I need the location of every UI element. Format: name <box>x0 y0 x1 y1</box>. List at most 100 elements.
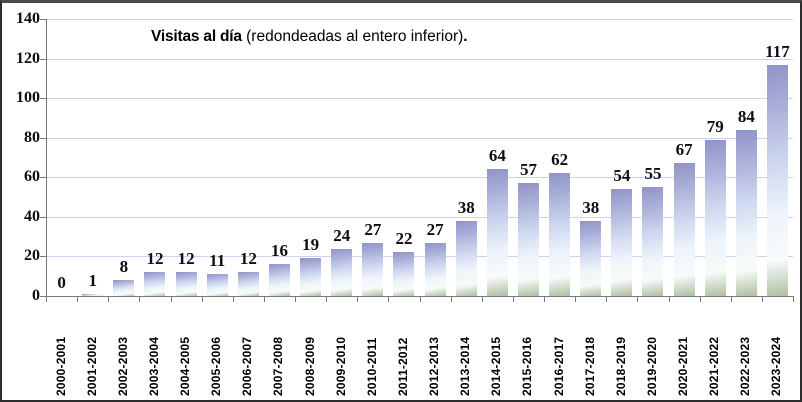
bar-2016-2017 <box>549 173 571 296</box>
chart-title: Visitas al día (redondeadas al entero in… <box>151 28 468 46</box>
x-axis-label: 2018-2019 <box>613 336 628 396</box>
x-axis-label: 2009-2010 <box>333 336 348 396</box>
bar-2015-2016 <box>517 183 539 296</box>
bar-2021-2022 <box>704 140 726 296</box>
x-axis-tick <box>668 297 670 302</box>
chart-title-main: Visitas al día <box>151 28 242 45</box>
bar-value-label: 24 <box>333 226 351 245</box>
x-axis-label: 2021-2022 <box>707 336 722 396</box>
y-axis-line <box>46 19 47 297</box>
x-axis-label: 2010-2011 <box>364 337 379 396</box>
gridline-60 <box>46 177 793 179</box>
bar-2006-2007 <box>237 272 259 296</box>
x-axis-label: 2019-2020 <box>644 336 659 396</box>
bar-value-label: 62 <box>551 150 569 169</box>
x-axis-label: 2014-2015 <box>489 336 504 396</box>
y-axis-label-80: 80 <box>24 128 40 146</box>
x-axis-tick <box>637 297 639 302</box>
x-axis-tick <box>295 297 296 302</box>
x-axis-tick <box>108 297 110 302</box>
y-axis-tick-140 <box>40 19 46 20</box>
bar-value-label: 38 <box>457 198 475 217</box>
bar-2010-2011 <box>362 243 384 296</box>
bar-value-label: 8 <box>119 257 129 276</box>
y-axis-label-120: 120 <box>16 49 40 67</box>
x-axis-label: 2016-2017 <box>551 336 566 396</box>
bar-value-label: 67 <box>675 140 693 159</box>
bar-value-label: 84 <box>737 107 755 126</box>
x-axis-tick <box>201 297 203 302</box>
bar-2020-2021 <box>673 163 695 296</box>
x-axis-tick <box>170 297 172 302</box>
bar-2018-2019 <box>611 189 633 296</box>
bar-2022-2023 <box>735 130 757 296</box>
x-axis-tick <box>46 297 47 302</box>
x-axis-tick <box>606 297 608 302</box>
x-axis-tick <box>450 297 452 302</box>
x-axis-label: 2022-2023 <box>738 336 753 396</box>
bar-value-label: 79 <box>706 117 724 136</box>
x-axis-line <box>46 296 794 297</box>
x-axis-tick <box>699 297 701 302</box>
gridline-40 <box>46 216 793 218</box>
bar-value-label: 16 <box>270 241 288 260</box>
bar-2002-2003 <box>113 280 135 296</box>
gridline-140 <box>46 19 793 20</box>
x-axis-label: 2000-2001 <box>53 336 68 396</box>
bar-value-label: 54 <box>613 166 631 185</box>
x-axis-tick <box>139 297 141 302</box>
x-axis-tick <box>793 297 794 302</box>
bar-2023-2024 <box>766 65 788 296</box>
y-axis-label-60: 60 <box>24 168 40 186</box>
bar-value-label: 64 <box>488 146 506 165</box>
bar-2001-2002 <box>82 294 104 296</box>
x-axis-tick <box>263 297 265 302</box>
bar-2014-2015 <box>486 169 508 296</box>
y-axis-tick-80 <box>40 137 46 139</box>
x-axis-label: 2012-2013 <box>427 336 442 396</box>
x-axis-tick <box>326 297 328 302</box>
bar-value-label: 22 <box>395 229 413 248</box>
bar-2008-2009 <box>300 258 322 296</box>
y-axis-tick-40 <box>40 216 46 218</box>
x-axis-tick <box>481 297 483 302</box>
bar-2011-2012 <box>393 252 415 296</box>
y-axis-label-40: 40 <box>24 207 40 225</box>
y-axis-tick-0 <box>40 296 46 297</box>
bar-2019-2020 <box>642 187 664 296</box>
x-axis-label: 2011-2012 <box>395 337 410 396</box>
x-axis-label: 2001-2002 <box>84 336 99 396</box>
bar-value-label: 12 <box>146 249 164 268</box>
y-axis-tick-120 <box>40 58 46 60</box>
y-axis-label-0: 0 <box>32 287 40 304</box>
gridline-80 <box>46 137 793 139</box>
x-axis-label: 2005-2006 <box>209 336 224 396</box>
x-axis-label: 2017-2018 <box>582 336 597 396</box>
x-axis-label: 2007-2008 <box>271 336 286 396</box>
bar-2005-2006 <box>206 274 228 296</box>
bar-value-label: 12 <box>177 249 195 268</box>
y-axis-tick-20 <box>40 256 46 258</box>
x-axis-tick <box>232 297 234 302</box>
x-axis-label: 2020-2021 <box>676 336 691 396</box>
bar-value-label: 12 <box>239 249 257 268</box>
x-axis-label: 2004-2005 <box>178 336 193 396</box>
x-axis-tick <box>77 297 79 302</box>
y-axis-label-20: 20 <box>24 247 40 265</box>
bar-2017-2018 <box>580 221 602 296</box>
y-axis-tick-100 <box>40 98 46 100</box>
x-axis-label: 2023-2024 <box>769 336 784 396</box>
bar-value-label: 1 <box>88 271 97 290</box>
x-axis-tick <box>357 297 359 302</box>
x-axis-label: 2003-2004 <box>146 336 161 396</box>
x-axis-tick <box>512 297 514 302</box>
chart-title-subtitle: (redondeadas al entero inferior) <box>241 28 464 45</box>
bar-value-label: 57 <box>519 160 537 179</box>
x-axis-tick <box>419 297 421 302</box>
chart-title-period: . <box>463 28 468 45</box>
bar-2012-2013 <box>424 243 446 296</box>
bar-value-label: 55 <box>644 164 662 183</box>
x-axis-label: 2013-2014 <box>458 336 473 396</box>
y-axis-label-100: 100 <box>16 89 40 107</box>
x-axis-label: 2008-2009 <box>302 336 317 396</box>
